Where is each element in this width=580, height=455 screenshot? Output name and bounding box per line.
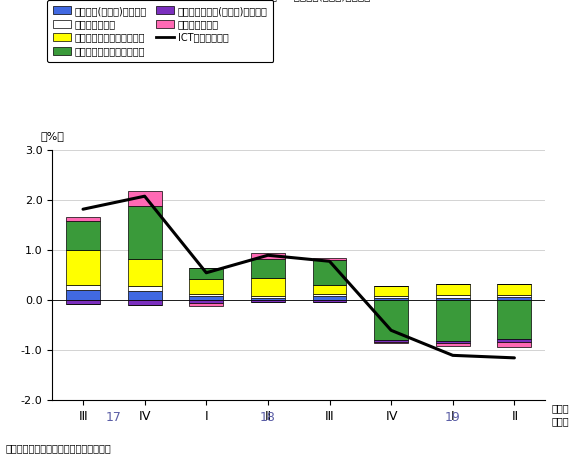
Bar (374, 298, 408, 300)
Bar (313, 260, 346, 285)
Bar (66, 217, 100, 221)
Bar (313, 258, 346, 260)
Bar (313, 285, 346, 294)
Bar (251, 296, 285, 298)
Bar (498, 295, 531, 297)
Bar (498, 342, 531, 347)
Bar (128, 300, 162, 305)
Bar (436, 344, 470, 346)
Bar (66, 300, 100, 304)
Bar (251, 259, 285, 278)
Bar (436, 341, 470, 344)
Legend: 電算機類(含部品)・寄与度, 通信機・寄与度, 半導体等電子部品・寄与度, 半導体等製造装置・寄与度, 音響・映像機器(含部品)・寄与度, その他・寄与度, I: 電算機類(含部品)・寄与度, 通信機・寄与度, 半導体等電子部品・寄与度, 半導… (47, 0, 274, 62)
Bar (189, 296, 223, 300)
Bar (498, 300, 531, 339)
Bar (128, 286, 162, 291)
Bar (128, 259, 162, 286)
Text: （期）: （期） (552, 403, 569, 413)
Bar (436, 298, 470, 300)
Text: 18: 18 (260, 411, 276, 425)
Bar (251, 300, 285, 302)
Bar (128, 191, 162, 206)
Bar (189, 303, 223, 306)
Bar (436, 300, 470, 341)
Text: 17: 17 (106, 411, 122, 425)
Bar (436, 295, 470, 298)
Bar (374, 296, 408, 298)
Text: （%）: （%） (40, 131, 64, 141)
Text: 輸出総額に占めるICT関連輸出(品目別)の寄与度: 輸出総額に占めるICT関連輸出(品目別)の寄与度 (227, 0, 371, 1)
Bar (251, 253, 285, 259)
Bar (374, 342, 408, 344)
Bar (189, 268, 223, 279)
Bar (189, 300, 223, 303)
Bar (374, 340, 408, 342)
Bar (313, 296, 346, 300)
Bar (66, 290, 100, 300)
Bar (251, 278, 285, 296)
Bar (66, 250, 100, 285)
Bar (66, 221, 100, 250)
Bar (498, 284, 531, 295)
Bar (189, 279, 223, 294)
Bar (498, 297, 531, 300)
Bar (498, 339, 531, 342)
Text: （年）: （年） (552, 416, 569, 426)
Text: （出所）財務省「貿易統計」から作成。: （出所）財務省「貿易統計」から作成。 (6, 443, 111, 453)
Bar (128, 291, 162, 300)
Bar (128, 206, 162, 259)
Bar (374, 300, 408, 340)
Bar (374, 286, 408, 296)
Bar (251, 298, 285, 300)
Bar (189, 294, 223, 296)
Bar (313, 300, 346, 302)
Bar (436, 284, 470, 295)
Bar (313, 294, 346, 296)
Text: 19: 19 (445, 411, 461, 425)
Bar (66, 285, 100, 290)
